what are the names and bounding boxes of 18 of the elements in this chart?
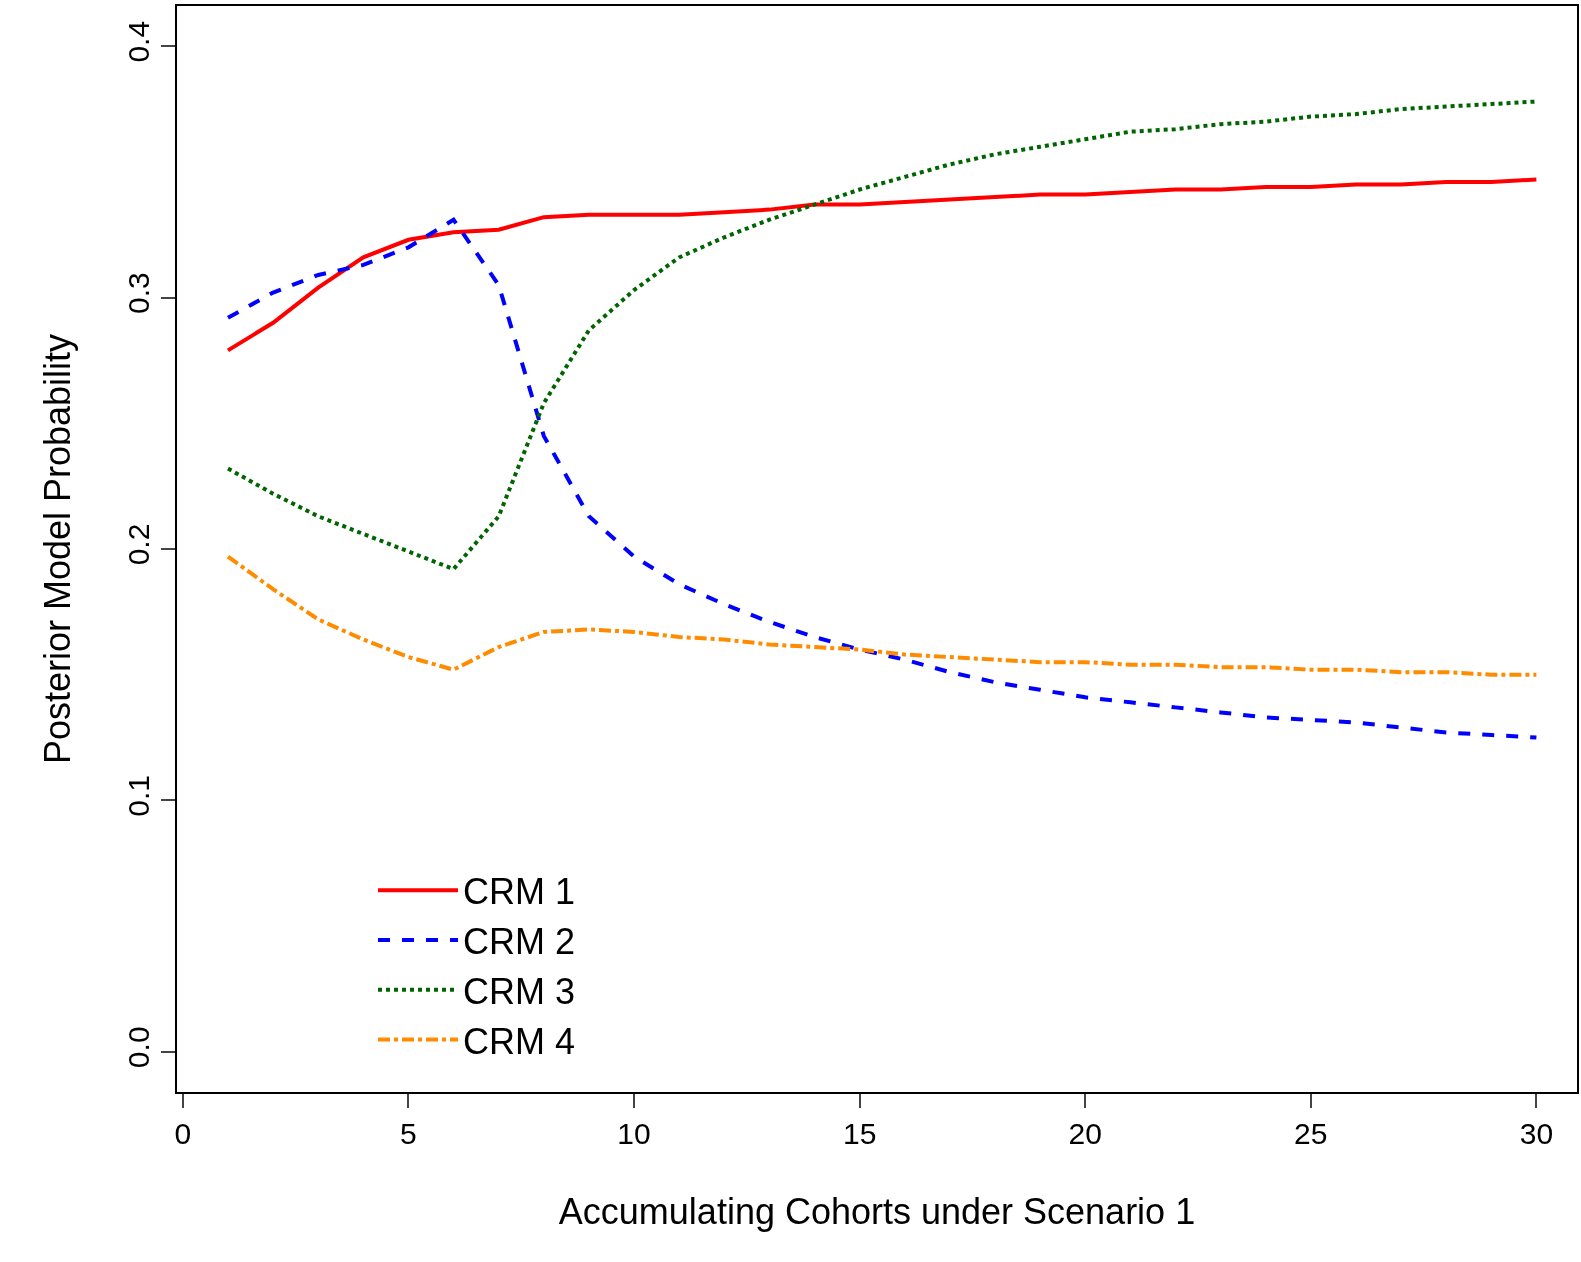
y-tick-label: 0.4 (122, 20, 155, 63)
legend-label: CRM 1 (463, 871, 576, 913)
legend-label: CRM 3 (463, 970, 576, 1012)
x-tick-label: 30 (1519, 1117, 1554, 1150)
x-tick-label: 10 (617, 1117, 651, 1150)
y-tick-label: 0.2 (122, 523, 155, 566)
x-tick-label: 25 (1294, 1117, 1328, 1150)
x-axis-title: Accumulating Cohorts under Scenario 1 (558, 1191, 1196, 1233)
legend-label: CRM 4 (463, 1020, 576, 1062)
x-tick-label: 20 (1068, 1117, 1102, 1150)
y-tick-label: 0.0 (122, 1026, 155, 1069)
y-tick-label: 0.1 (122, 775, 155, 817)
x-tick-label: 15 (842, 1117, 877, 1150)
x-tick-label: 5 (400, 1117, 417, 1150)
y-axis-title: Posterior Model Probability (37, 333, 79, 765)
legend-label: CRM 2 (463, 921, 576, 963)
y-tick-label: 0.3 (122, 272, 155, 314)
x-tick-label: 0 (174, 1117, 192, 1150)
